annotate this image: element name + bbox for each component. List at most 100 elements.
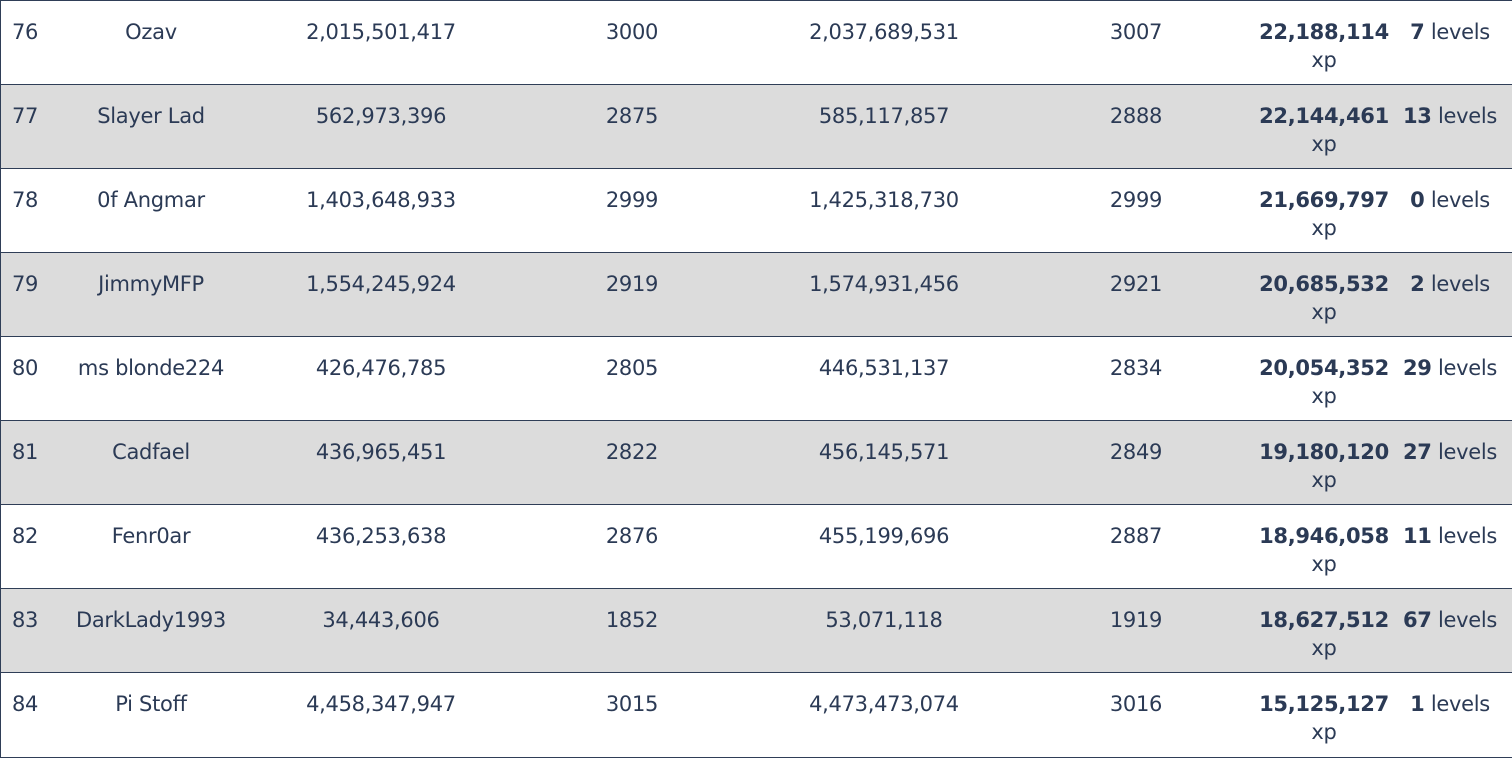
table-row: 77 Slayer Lad 562,973,396 2875 585,117,8…	[1, 85, 1512, 169]
xp-gain-value: 21,669,797	[1259, 188, 1389, 212]
rank-cell: 81	[12, 440, 39, 464]
rank-cell: 79	[12, 272, 39, 296]
xp-gain-value: 20,685,532	[1259, 272, 1389, 296]
player-name-cell: Pi Stoff	[115, 692, 187, 716]
levels-unit: levels	[1430, 692, 1490, 716]
xp-unit: xp	[1311, 720, 1337, 744]
xp-end-cell: 1,574,931,456	[809, 272, 959, 296]
xp-start-cell: 1,554,245,924	[306, 272, 456, 296]
player-name-cell: Slayer Lad	[97, 104, 205, 128]
levels-gained-cell: 1 levels	[1410, 690, 1490, 718]
xp-gain-cell: 20,054,352 xp	[1259, 354, 1389, 410]
level-end-cell: 3016	[1109, 692, 1163, 716]
level-end-cell: 1919	[1109, 608, 1163, 632]
xp-end-cell: 585,117,857	[818, 104, 950, 128]
table-row: 84 Pi Stoff 4,458,347,947 3015 4,473,473…	[1, 673, 1512, 758]
xp-gain-cell: 22,188,114 xp	[1259, 18, 1389, 74]
levels-unit: levels	[1437, 104, 1498, 128]
xp-gain-value: 22,144,461	[1259, 104, 1389, 128]
xp-unit: xp	[1311, 468, 1337, 492]
levels-gained-value: 1	[1410, 692, 1425, 716]
levels-unit: levels	[1430, 272, 1490, 296]
xp-gain-cell: 19,180,120 xp	[1259, 438, 1389, 494]
xp-end-cell: 53,071,118	[825, 608, 943, 632]
xp-gain-cell: 20,685,532 xp	[1259, 270, 1389, 326]
level-end-cell: 2921	[1109, 272, 1163, 296]
rank-cell: 84	[12, 692, 39, 716]
table-row: 78 0f Angmar 1,403,648,933 2999 1,425,31…	[1, 169, 1512, 253]
xp-start-cell: 34,443,606	[322, 608, 440, 632]
table-row: 83 DarkLady1993 34,443,606 1852 53,071,1…	[1, 589, 1512, 673]
player-name-cell: 0f Angmar	[97, 188, 205, 212]
player-name-cell: Fenr0ar	[111, 524, 191, 548]
xp-start-cell: 4,458,347,947	[306, 692, 456, 716]
xp-unit: xp	[1311, 636, 1337, 660]
level-start-cell: 2876	[605, 524, 659, 548]
xp-end-cell: 456,145,571	[818, 440, 950, 464]
xp-gain-cell: 18,946,058 xp	[1259, 522, 1389, 578]
levels-gained-cell: 7 levels	[1410, 18, 1490, 46]
rank-cell: 83	[12, 608, 39, 632]
table-row: 79 JimmyMFP 1,554,245,924 2919 1,574,931…	[1, 253, 1512, 337]
levels-gained-cell: 13 levels	[1403, 102, 1497, 130]
xp-unit: xp	[1311, 48, 1337, 72]
levels-unit: levels	[1430, 20, 1490, 44]
xp-gain-cell: 22,144,461 xp	[1259, 102, 1389, 158]
levels-unit: levels	[1437, 440, 1498, 464]
xp-unit: xp	[1311, 300, 1337, 324]
levels-gained-value: 13	[1402, 104, 1432, 128]
levels-unit: levels	[1437, 608, 1498, 632]
level-end-cell: 2849	[1109, 440, 1163, 464]
xp-gain-value: 18,946,058	[1259, 524, 1389, 548]
xp-unit: xp	[1311, 132, 1337, 156]
table-row: 82 Fenr0ar 436,253,638 2876 455,199,696 …	[1, 505, 1512, 589]
levels-unit: levels	[1430, 188, 1490, 212]
level-end-cell: 2888	[1109, 104, 1163, 128]
levels-gained-cell: 11 levels	[1403, 522, 1497, 550]
levels-gained-value: 2	[1410, 272, 1425, 296]
player-name-cell: DarkLady1993	[75, 608, 227, 632]
xp-end-cell: 446,531,137	[818, 356, 950, 380]
xp-end-cell: 4,473,473,074	[809, 692, 959, 716]
rank-cell: 82	[12, 524, 39, 548]
xp-end-cell: 1,425,318,730	[809, 188, 959, 212]
rank-cell: 76	[12, 20, 39, 44]
levels-gained-cell: 2 levels	[1410, 270, 1490, 298]
level-start-cell: 2822	[605, 440, 659, 464]
levels-gained-value: 11	[1402, 524, 1432, 548]
levels-gained-value: 29	[1402, 356, 1432, 380]
level-start-cell: 1852	[605, 608, 659, 632]
xp-start-cell: 2,015,501,417	[306, 20, 456, 44]
player-name-cell: JimmyMFP	[98, 272, 204, 296]
level-start-cell: 2805	[605, 356, 659, 380]
player-name-cell: Ozav	[125, 20, 177, 44]
xp-gain-value: 15,125,127	[1259, 692, 1389, 716]
rank-cell: 80	[12, 356, 39, 380]
levels-gained-cell: 29 levels	[1403, 354, 1497, 382]
xp-start-cell: 562,973,396	[315, 104, 447, 128]
xp-unit: xp	[1311, 552, 1337, 576]
levels-gained-value: 7	[1410, 20, 1425, 44]
xp-gain-value: 20,054,352	[1259, 356, 1389, 380]
xp-start-cell: 426,476,785	[315, 356, 447, 380]
levels-gained-value: 0	[1410, 188, 1425, 212]
xp-start-cell: 1,403,648,933	[306, 188, 456, 212]
table-row: 76 Ozav 2,015,501,417 3000 2,037,689,531…	[1, 1, 1512, 85]
level-end-cell: 2999	[1109, 188, 1163, 212]
xp-gain-cell: 18,627,512 xp	[1259, 606, 1389, 662]
level-start-cell: 2919	[605, 272, 659, 296]
levels-unit: levels	[1437, 356, 1498, 380]
level-end-cell: 2887	[1109, 524, 1163, 548]
level-start-cell: 2999	[605, 188, 659, 212]
player-name-cell: ms blonde224	[77, 356, 225, 380]
level-end-cell: 2834	[1109, 356, 1163, 380]
levels-gained-value: 27	[1402, 440, 1432, 464]
xp-gain-value: 19,180,120	[1259, 440, 1389, 464]
xp-gain-cell: 21,669,797 xp	[1259, 186, 1389, 242]
table-row: 81 Cadfael 436,965,451 2822 456,145,571 …	[1, 421, 1512, 505]
levels-gained-cell: 0 levels	[1410, 186, 1490, 214]
xp-gain-cell: 15,125,127 xp	[1259, 690, 1389, 746]
xp-end-cell: 2,037,689,531	[809, 20, 959, 44]
level-start-cell: 3000	[605, 20, 659, 44]
